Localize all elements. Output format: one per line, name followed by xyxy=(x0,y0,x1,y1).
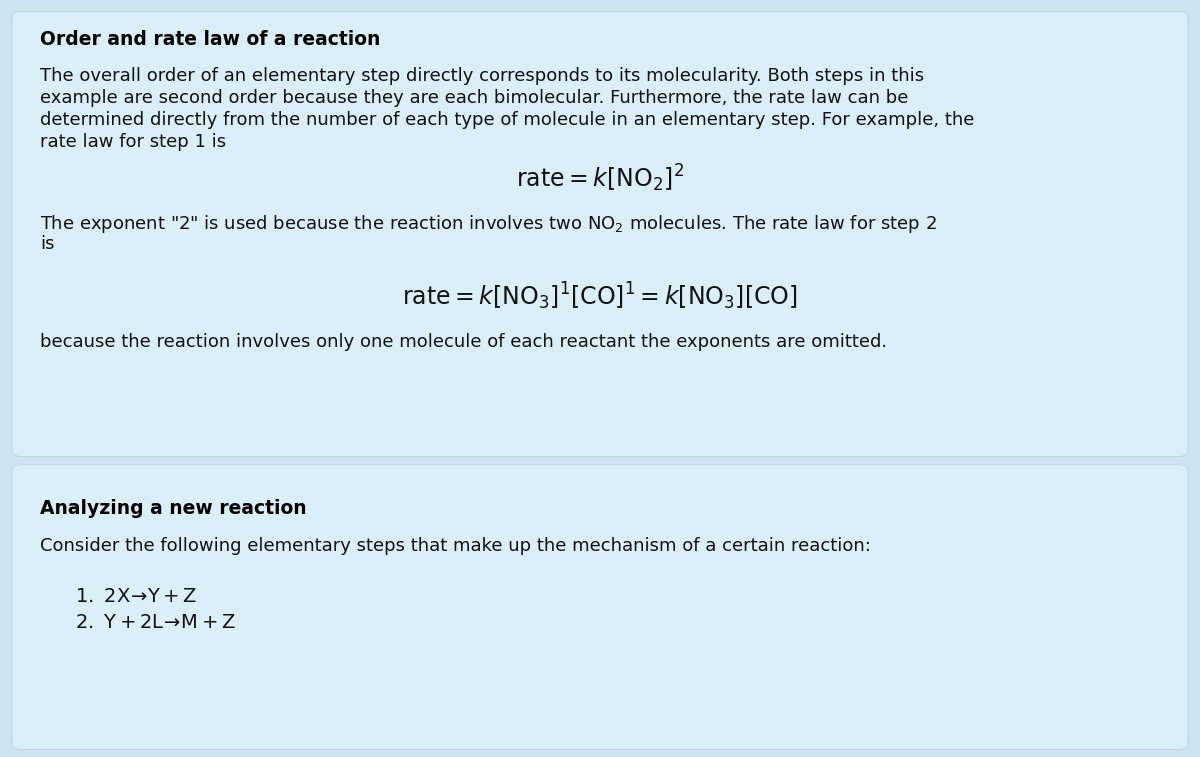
Text: $\mathrm{rate} = k[\mathrm{NO_2}]^2$: $\mathrm{rate} = k[\mathrm{NO_2}]^2$ xyxy=(516,163,684,195)
Text: The exponent "2" is used because the reaction involves two $\mathrm{NO_2}$ molec: The exponent "2" is used because the rea… xyxy=(40,213,937,235)
Text: $\mathrm{rate} = k[\mathrm{NO_3}]^1[\mathrm{CO}]^1 = k[\mathrm{NO_3}][\mathrm{CO: $\mathrm{rate} = k[\mathrm{NO_3}]^1[\mat… xyxy=(402,281,798,313)
Text: example are second order because they are each bimolecular. Furthermore, the rat: example are second order because they ar… xyxy=(40,89,908,107)
Text: Order and rate law of a reaction: Order and rate law of a reaction xyxy=(40,30,380,49)
Text: is: is xyxy=(40,235,54,253)
Text: $2.\ \mathrm{Y}+2\mathrm{L}\!\rightarrow\!\mathrm{M}+\mathrm{Z}$: $2.\ \mathrm{Y}+2\mathrm{L}\!\rightarrow… xyxy=(74,613,235,632)
Text: Analyzing a new reaction: Analyzing a new reaction xyxy=(40,499,307,518)
Text: rate law for step 1 is: rate law for step 1 is xyxy=(40,133,226,151)
Text: The overall order of an elementary step directly corresponds to its molecularity: The overall order of an elementary step … xyxy=(40,67,924,85)
Text: $1.\ 2\mathrm{X}\!\rightarrow\!\mathrm{Y}+\mathrm{Z}$: $1.\ 2\mathrm{X}\!\rightarrow\!\mathrm{Y… xyxy=(74,587,198,606)
FancyBboxPatch shape xyxy=(12,465,1188,749)
FancyBboxPatch shape xyxy=(12,11,1188,456)
Text: because the reaction involves only one molecule of each reactant the exponents a: because the reaction involves only one m… xyxy=(40,333,887,351)
Text: Consider the following elementary steps that make up the mechanism of a certain : Consider the following elementary steps … xyxy=(40,537,871,555)
Text: determined directly from the number of each type of molecule in an elementary st: determined directly from the number of e… xyxy=(40,111,974,129)
